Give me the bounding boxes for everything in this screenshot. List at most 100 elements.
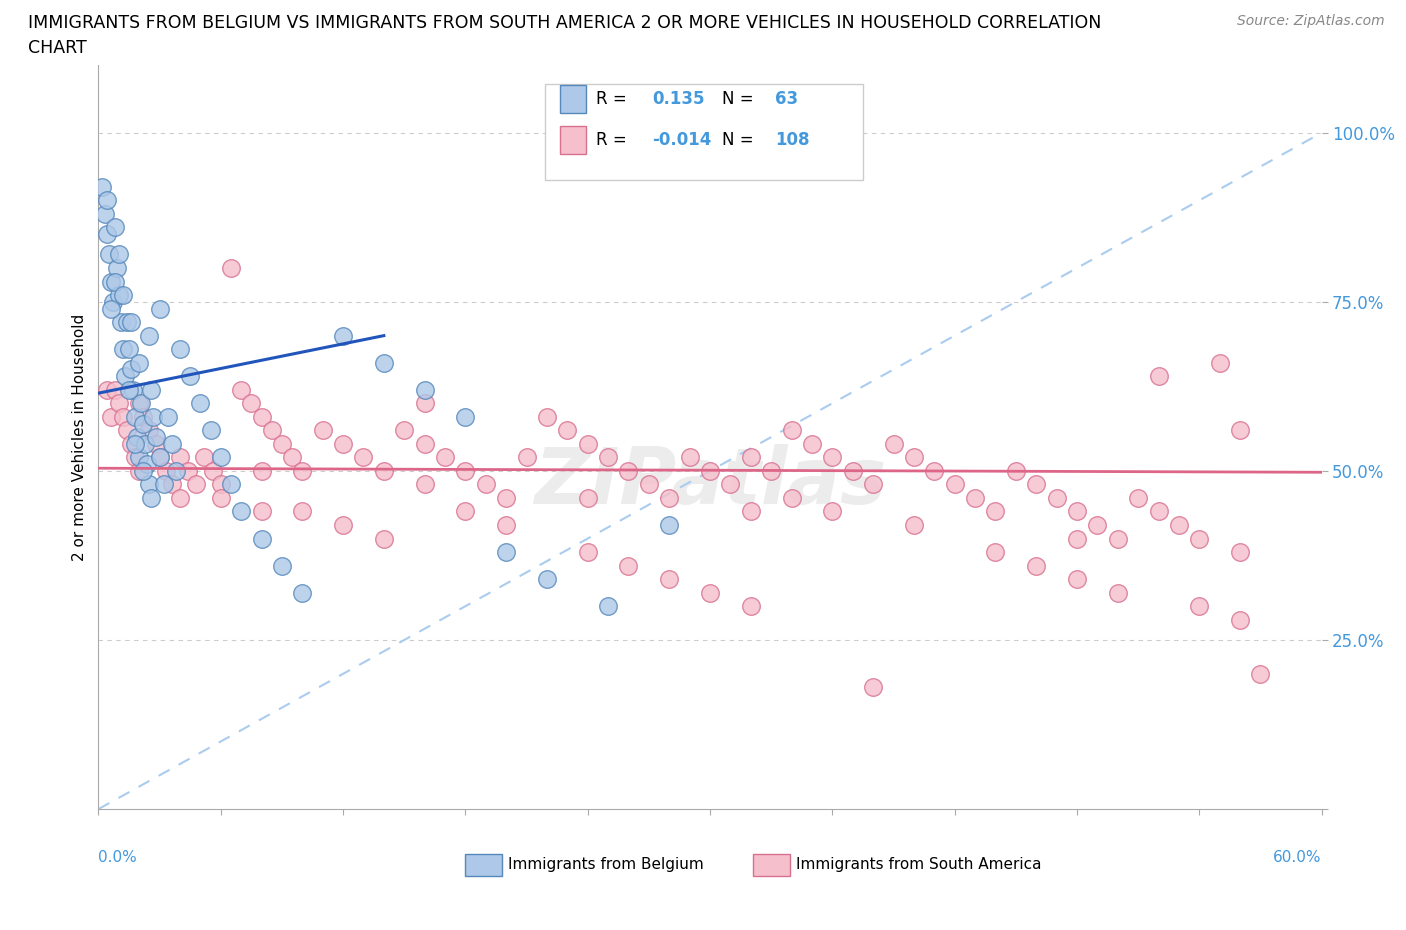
Point: [862, 477, 884, 492]
Point: [984, 504, 1007, 519]
Point: [1004, 463, 1026, 478]
Point: [291, 463, 314, 478]
Point: [128, 396, 150, 411]
Point: [231, 504, 253, 519]
Text: 0.0%: 0.0%: [98, 850, 138, 865]
Point: [281, 450, 304, 465]
Point: [332, 436, 354, 451]
Point: [118, 382, 141, 397]
Point: [111, 341, 134, 356]
Point: [392, 423, 416, 438]
Point: [555, 423, 579, 438]
Point: [495, 545, 517, 560]
Point: [862, 680, 884, 695]
Point: [536, 572, 558, 587]
Text: CHART: CHART: [28, 39, 87, 57]
Point: [903, 518, 925, 533]
Point: [291, 585, 314, 600]
Point: [718, 477, 742, 492]
Point: [658, 518, 681, 533]
Text: R =: R =: [596, 90, 627, 108]
Text: Immigrants from Belgium: Immigrants from Belgium: [508, 857, 704, 872]
Text: N =: N =: [723, 90, 754, 108]
Point: [149, 450, 172, 465]
Point: [474, 477, 498, 492]
Point: [132, 463, 155, 478]
Point: [454, 463, 477, 478]
Point: [169, 341, 191, 356]
Point: [332, 518, 354, 533]
Point: [801, 436, 824, 451]
Point: [352, 450, 374, 465]
Bar: [465, 854, 502, 876]
Point: [454, 409, 477, 424]
Point: [250, 463, 273, 478]
Point: [1025, 477, 1047, 492]
Point: [155, 463, 177, 478]
Point: [699, 463, 721, 478]
Point: [250, 531, 273, 546]
Point: [108, 287, 131, 302]
Point: [219, 260, 242, 275]
Text: 60.0%: 60.0%: [1274, 850, 1322, 865]
Point: [658, 572, 681, 587]
Point: [1249, 667, 1271, 682]
Point: [152, 477, 174, 492]
Point: [658, 490, 681, 505]
Y-axis label: 2 or more Vehicles in Household: 2 or more Vehicles in Household: [72, 313, 87, 561]
Point: [699, 585, 721, 600]
Point: [165, 463, 187, 478]
Point: [149, 450, 172, 465]
Point: [821, 504, 844, 519]
Point: [104, 382, 127, 397]
Point: [1128, 490, 1150, 505]
Point: [96, 227, 118, 242]
Bar: [560, 86, 586, 113]
Point: [141, 490, 163, 505]
Point: [91, 179, 114, 194]
Point: [200, 423, 222, 438]
Point: [617, 463, 640, 478]
Point: [740, 599, 762, 614]
Point: [145, 430, 167, 445]
Point: [270, 558, 294, 573]
Point: [120, 362, 142, 377]
Point: [1229, 423, 1251, 438]
Point: [373, 531, 395, 546]
Point: [780, 490, 803, 505]
Point: [536, 409, 558, 424]
Point: [128, 463, 150, 478]
Text: 63: 63: [775, 90, 799, 108]
Point: [576, 490, 599, 505]
Point: [740, 504, 762, 519]
Point: [149, 301, 172, 316]
Point: [780, 423, 803, 438]
Point: [219, 477, 242, 492]
Text: 108: 108: [775, 131, 810, 149]
Point: [1045, 490, 1069, 505]
Point: [142, 409, 165, 424]
Point: [1147, 504, 1170, 519]
Point: [883, 436, 905, 451]
Point: [141, 382, 163, 397]
Point: [332, 328, 354, 343]
Point: [118, 341, 141, 356]
Point: [128, 355, 150, 370]
Point: [93, 206, 115, 221]
Point: [1085, 518, 1108, 533]
Point: [495, 518, 517, 533]
Point: [111, 287, 134, 302]
Point: [516, 450, 538, 465]
Point: [108, 396, 131, 411]
Point: [291, 504, 314, 519]
Text: N =: N =: [723, 131, 754, 149]
Point: [105, 260, 128, 275]
Bar: [752, 854, 790, 876]
Point: [122, 382, 145, 397]
Point: [114, 369, 136, 384]
Point: [821, 450, 844, 465]
Point: [373, 463, 395, 478]
Point: [413, 477, 436, 492]
Point: [413, 382, 436, 397]
Point: [1209, 355, 1232, 370]
